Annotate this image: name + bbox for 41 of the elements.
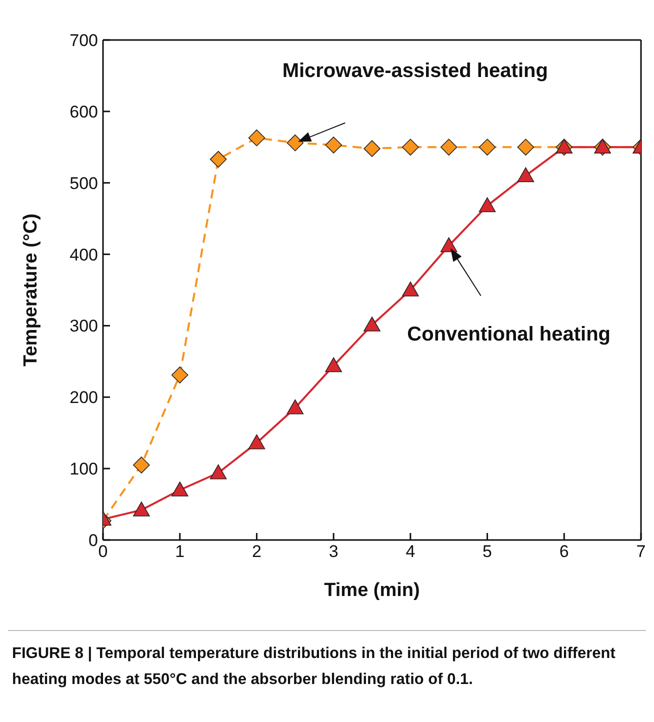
x-tick-label: 5	[482, 542, 492, 562]
y-tick-label: 400	[70, 245, 98, 264]
point	[364, 316, 380, 332]
point	[210, 150, 227, 168]
text: Microwave-assisted heating	[282, 60, 548, 82]
point	[402, 282, 419, 296]
x-axis-title: Time (min)	[324, 580, 420, 601]
x-tick-label: 6	[559, 542, 569, 562]
point	[478, 138, 496, 156]
y-tick-label: 200	[70, 388, 98, 408]
caption: FIGURE 8 | Temporal temperature distributions in the initial period of two different heating modes at 550°C and the absorber blending ratio of 0.1.	[12, 644, 616, 690]
point	[210, 464, 227, 480]
point	[248, 434, 266, 450]
point	[171, 366, 188, 384]
point	[402, 138, 419, 156]
y-axis-title: Temperature (°C)	[20, 214, 42, 366]
point	[325, 357, 342, 372]
series-label: Conventional heating	[407, 324, 611, 346]
point	[440, 237, 458, 252]
y-tick-label: 500	[70, 174, 98, 193]
x-tick-label: 1	[175, 542, 185, 562]
x-tick-label: 4	[406, 542, 416, 562]
point	[440, 138, 458, 156]
point	[517, 167, 534, 182]
point	[364, 140, 380, 157]
point	[133, 456, 150, 474]
x-tick-label: 2	[252, 542, 262, 562]
y-tick-label: 300	[70, 316, 98, 336]
point	[248, 129, 266, 146]
point	[478, 197, 496, 212]
point	[325, 136, 342, 154]
point	[286, 399, 304, 414]
x-tick-label: 7	[636, 542, 646, 562]
point	[133, 502, 150, 516]
y-tick-label: 700	[70, 31, 98, 50]
point	[517, 138, 534, 156]
x-tick-label: 3	[328, 542, 338, 562]
y-tick-label: 600	[70, 102, 98, 122]
point	[286, 134, 304, 152]
y-tick-label: 100	[70, 460, 98, 479]
point	[171, 482, 188, 496]
